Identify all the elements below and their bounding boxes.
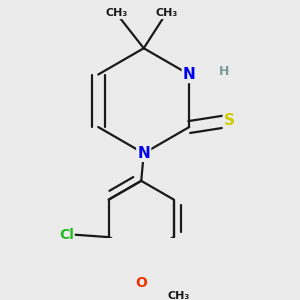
Text: CH₃: CH₃	[155, 8, 177, 18]
Text: N: N	[137, 146, 150, 161]
Text: CH₃: CH₃	[105, 8, 127, 18]
Text: N: N	[183, 67, 196, 82]
Text: CH₃: CH₃	[168, 291, 190, 300]
Text: S: S	[224, 113, 235, 128]
Text: H: H	[219, 65, 230, 79]
Text: Cl: Cl	[59, 228, 74, 242]
Text: O: O	[135, 276, 147, 290]
